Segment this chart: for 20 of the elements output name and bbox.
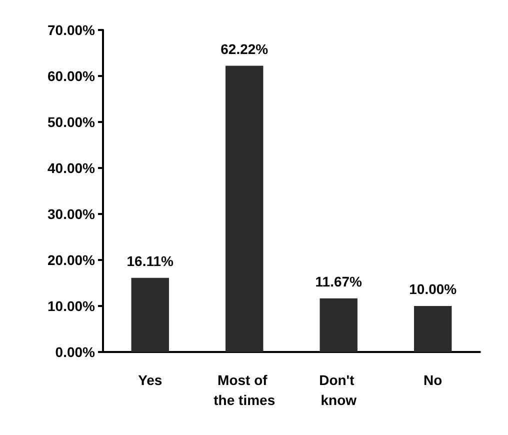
- x-tick-label: No: [424, 372, 442, 388]
- data-label: 10.00%: [409, 281, 458, 297]
- y-tick-label: 50.00%: [48, 114, 96, 130]
- bar: [226, 66, 264, 352]
- y-tick-label: 70.00%: [48, 22, 96, 38]
- bar: [414, 306, 452, 352]
- y-tick-label: 60.00%: [48, 68, 96, 84]
- x-tick-label: Yes: [138, 372, 162, 388]
- data-label: 62.22%: [220, 40, 269, 57]
- y-tick-label: 20.00%: [48, 252, 96, 268]
- bar: [131, 278, 169, 352]
- y-tick-label: 40.00%: [48, 160, 96, 176]
- y-tick-label: 10.00%: [48, 298, 96, 314]
- y-tick-label: 30.00%: [48, 206, 96, 222]
- bar: [320, 298, 358, 352]
- x-tick-label: Don't know: [319, 372, 358, 408]
- data-label: 11.67%: [315, 273, 363, 290]
- data-label: 16.11%: [126, 252, 174, 269]
- x-tick-label: Most of the times: [214, 372, 276, 408]
- y-tick-label: 0.00%: [55, 344, 96, 360]
